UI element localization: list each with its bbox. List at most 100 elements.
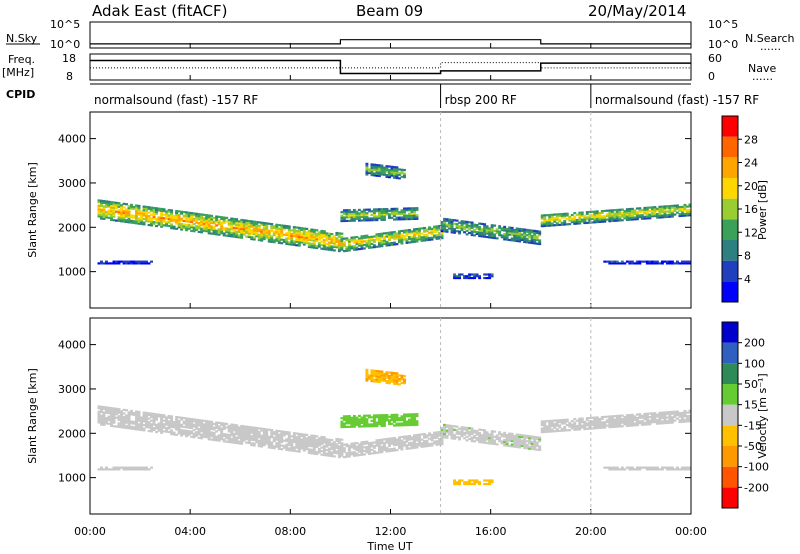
- power-cell: [247, 235, 251, 239]
- power-cell: [372, 215, 376, 218]
- power-cell: [393, 234, 396, 237]
- velocity-cell: [312, 440, 316, 443]
- velocity-cell: [643, 414, 647, 417]
- velocity-cell: [545, 430, 549, 433]
- power-cell: [335, 231, 339, 235]
- power-cell: [312, 241, 316, 244]
- velocity-cell: [295, 439, 299, 442]
- power-cell: [232, 232, 236, 235]
- vel-cbar-swatch-7: [722, 342, 738, 364]
- velocity-cell: [345, 425, 349, 429]
- power-cell: [490, 273, 494, 276]
- velocity-cell: [550, 428, 554, 431]
- power-cell: [362, 215, 366, 218]
- velocity-cell: [127, 418, 131, 421]
- power-cell: [372, 238, 376, 242]
- power-cell: [595, 219, 599, 222]
- velocity-cell: [260, 438, 264, 441]
- power-cell: [605, 218, 609, 221]
- power-cell: [100, 203, 103, 206]
- power-cell: [478, 276, 482, 280]
- power-cell: [332, 240, 336, 243]
- velocity-cell: [265, 430, 269, 433]
- velocity-cell: [483, 438, 487, 441]
- power-cell: [380, 236, 384, 239]
- power-cell: [468, 231, 472, 235]
- velocity-cell: [615, 418, 619, 421]
- velocity-cell: [578, 426, 582, 429]
- velocity-cell: [400, 417, 404, 420]
- velocity-cell: [247, 429, 251, 432]
- velocity-cell: [247, 440, 251, 443]
- velocity-cell: [640, 423, 644, 426]
- velocity-cell: [360, 418, 364, 421]
- power-cell: [117, 203, 121, 207]
- velocity-cell: [685, 415, 689, 418]
- power-cell: [240, 234, 244, 238]
- power-cell: [122, 209, 126, 213]
- velocity-cell: [498, 440, 502, 443]
- velocity-cell: [670, 416, 674, 419]
- velocity-cell: [352, 418, 356, 421]
- power-cell: [533, 229, 537, 233]
- velocity-cell: [232, 423, 236, 427]
- velocity-cell: [167, 425, 171, 428]
- power-cell: [257, 224, 261, 228]
- power-y-label-3: 4000: [58, 133, 86, 146]
- velocity-cell: [382, 414, 386, 417]
- power-cell: [455, 223, 459, 226]
- velocity-cell: [347, 448, 351, 451]
- velocity-cell: [548, 423, 552, 426]
- power-cell: [385, 165, 389, 168]
- power-cell: [330, 236, 334, 239]
- power-cell: [390, 234, 394, 238]
- velocity-cell: [493, 430, 497, 433]
- velocity-cell: [588, 425, 592, 428]
- velocity-cell: [525, 434, 529, 438]
- power-cell: [190, 220, 194, 224]
- velocity-cell: [255, 434, 259, 437]
- velocity-cell: [440, 441, 444, 444]
- velocity-cell: [395, 438, 399, 441]
- velocity-cell: [520, 435, 524, 439]
- velocity-cell: [653, 420, 657, 424]
- velocity-cell: [272, 445, 276, 448]
- velocity-cell: [458, 427, 462, 430]
- power-cell: [490, 224, 494, 227]
- power-cell: [525, 234, 529, 237]
- power-cell: [325, 242, 329, 246]
- velocity-cell: [377, 421, 381, 424]
- velocity-cell: [147, 424, 151, 427]
- velocity-cell: [630, 419, 634, 422]
- power-cell: [332, 249, 336, 252]
- velocity-cell: [147, 421, 151, 424]
- power-cell: [185, 223, 189, 226]
- power-cell: [413, 228, 416, 231]
- velocity-cell: [305, 448, 309, 451]
- power-cell: [315, 234, 319, 237]
- power-cell: [202, 224, 206, 227]
- power-cell: [565, 214, 569, 217]
- power-cell: [150, 222, 154, 225]
- power-cell: [197, 225, 201, 228]
- vel-cbar-label-5: 50: [744, 378, 758, 391]
- velocity-cell: [675, 468, 679, 471]
- power-cell: [635, 216, 639, 219]
- velocity-cell: [413, 418, 416, 421]
- velocity-cell: [650, 419, 654, 422]
- power-cell: [440, 229, 444, 233]
- velocity-cell: [207, 438, 211, 441]
- power-cell: [260, 234, 264, 237]
- velocity-cell: [470, 439, 474, 443]
- velocity-cell: [232, 432, 236, 435]
- power-cell: [660, 216, 664, 219]
- velocity-cell: [220, 422, 224, 425]
- velocity-cell: [377, 447, 381, 450]
- power-cell: [525, 239, 529, 242]
- power-cell: [227, 224, 231, 227]
- velocity-cell: [227, 428, 231, 431]
- velocity-cell: [175, 433, 179, 436]
- power-cell: [398, 233, 401, 237]
- power-cell: [668, 260, 672, 263]
